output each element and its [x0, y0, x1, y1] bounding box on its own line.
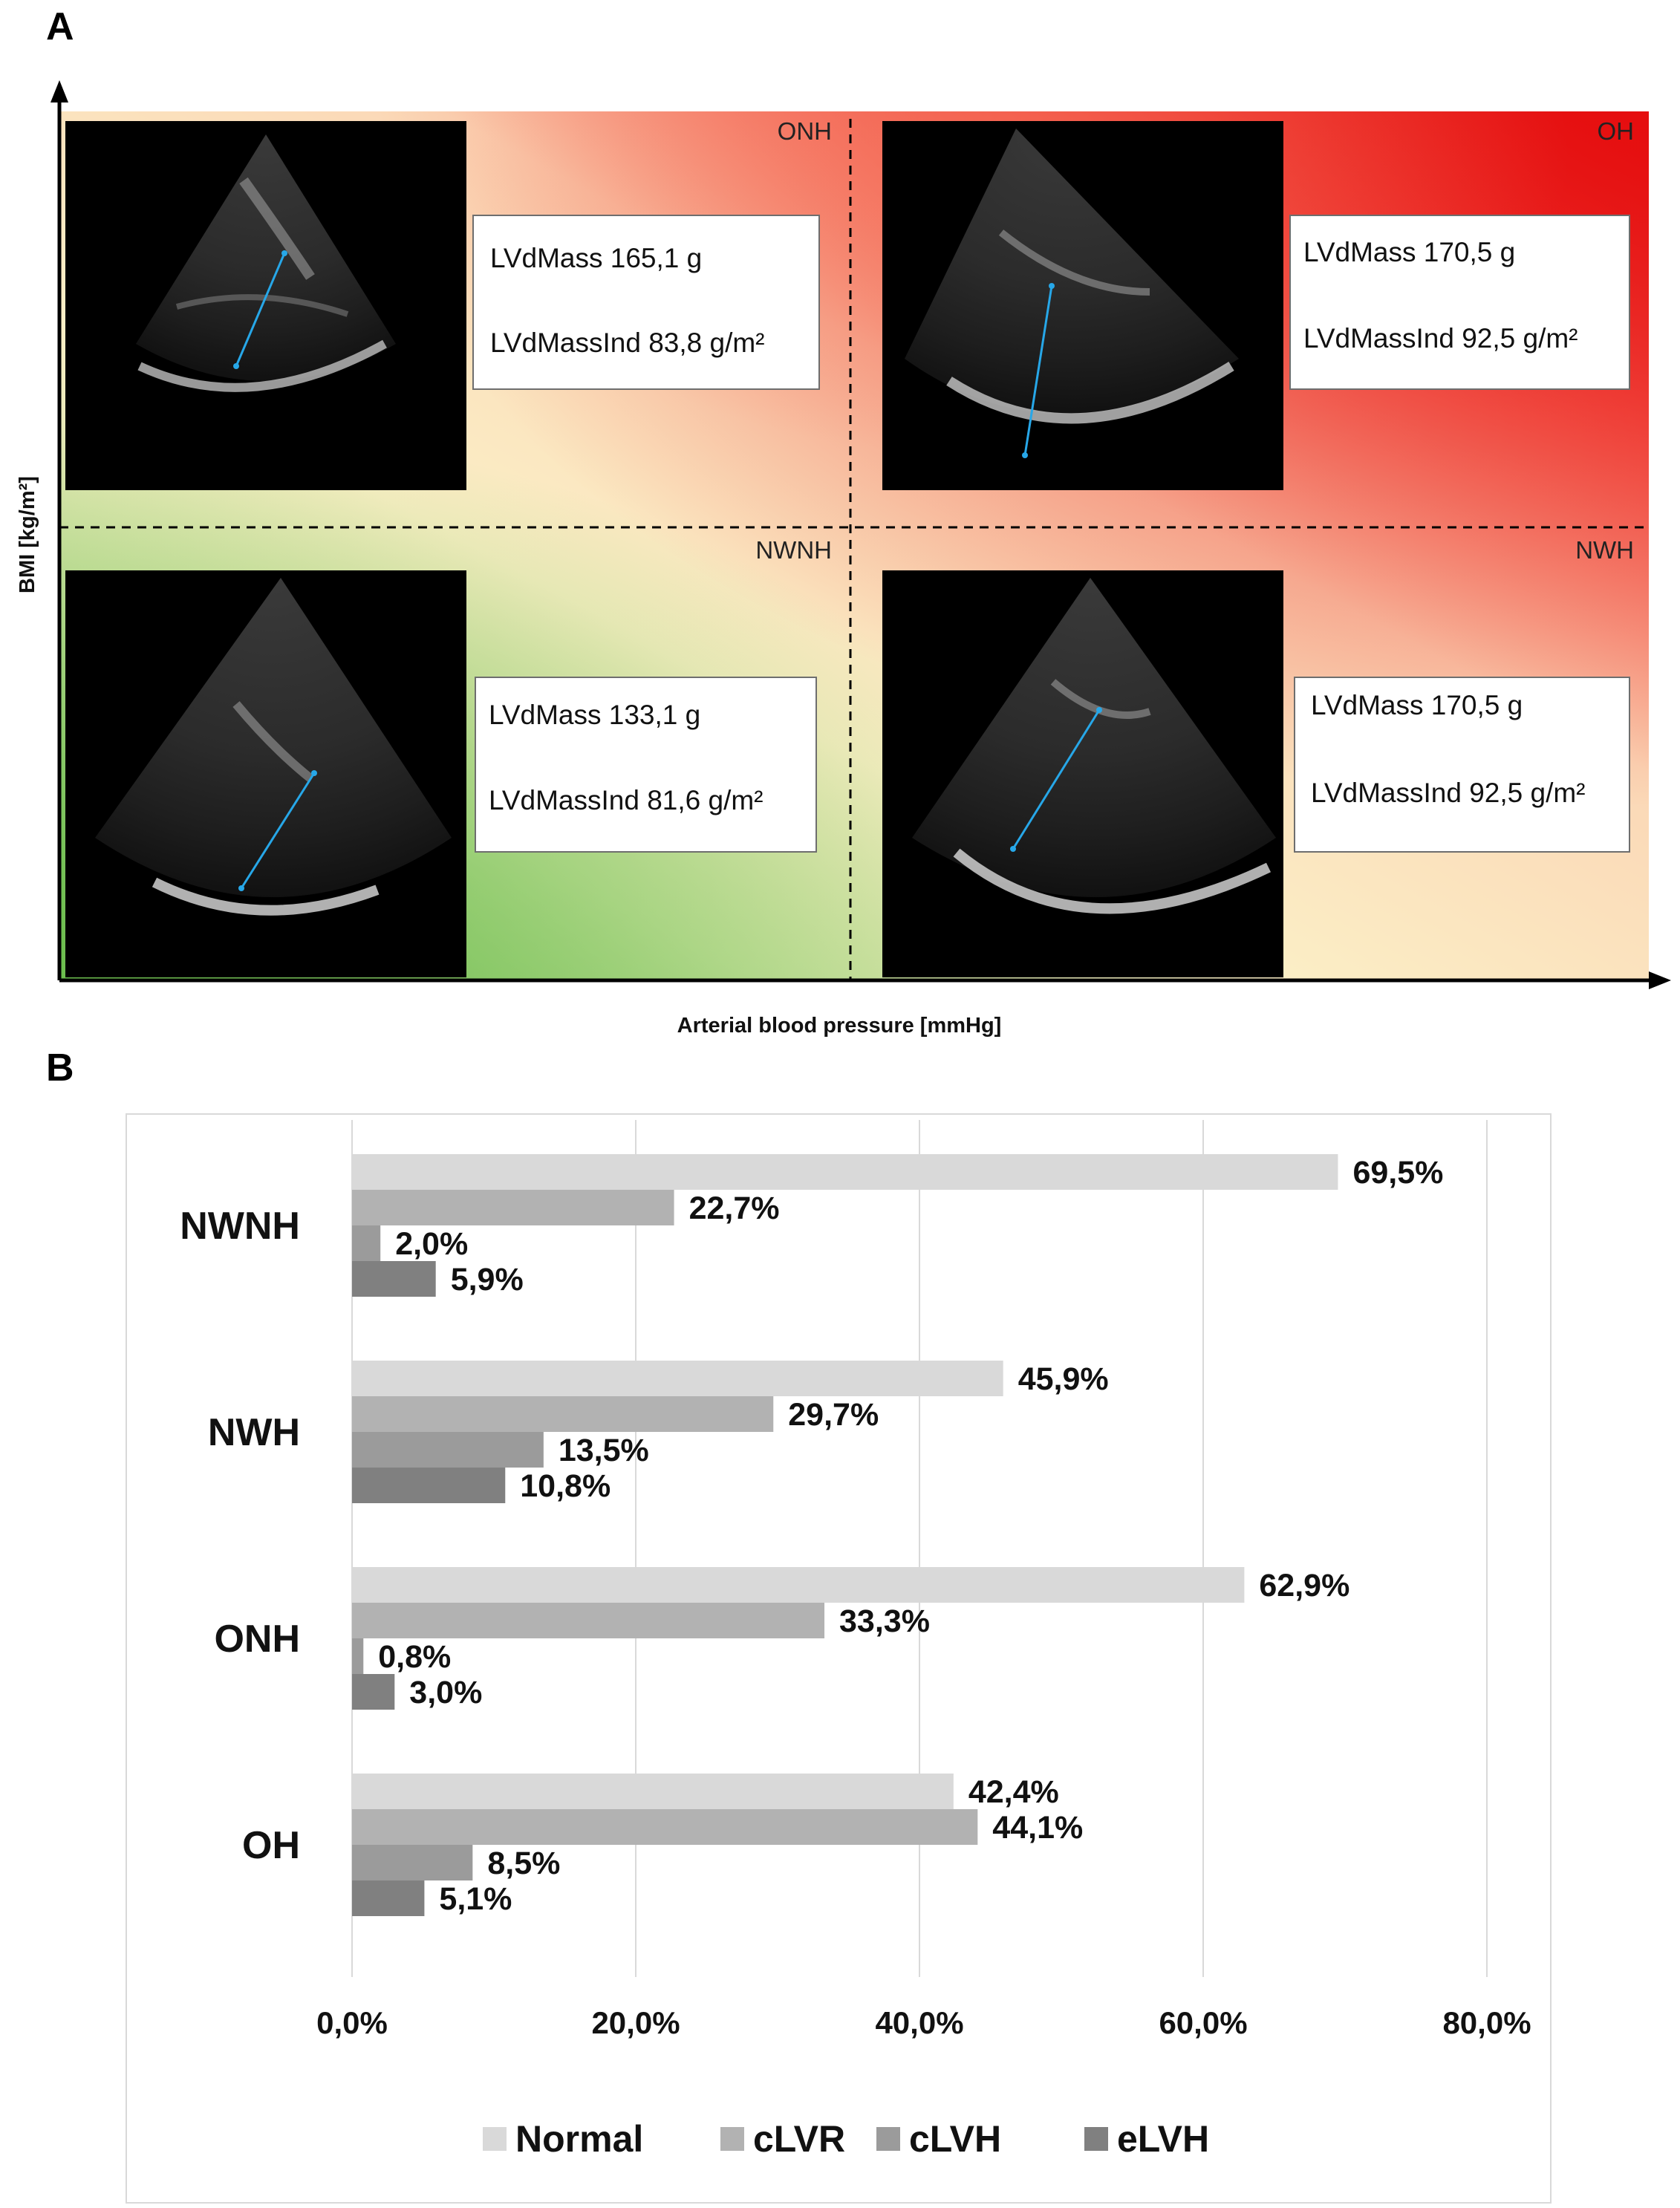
chart-x-tick-labels: 0,0% 20,0% 40,0% 60,0% 80,0%	[316, 2005, 1531, 2040]
legend-label-elvh: eLVH	[1117, 2118, 1209, 2160]
quadrant-label-nwnh: NWNH	[755, 536, 832, 564]
category-label-nwh: NWH	[208, 1411, 300, 1454]
data-label-clvh-nwh: 13,5%	[559, 1433, 649, 1468]
panel-a-letter: A	[46, 5, 74, 48]
x-axis-title: Arterial blood pressure [mmHg]	[677, 1014, 1002, 1038]
measurement-box-nwnh: LVdMass 133,1 g LVdMassInd 81,6 g/m²	[475, 677, 817, 853]
category-label-onh: ONH	[214, 1618, 300, 1661]
bar-clvh-oh	[352, 1845, 473, 1880]
bar-elvh-nwnh	[352, 1261, 436, 1297]
measurement-mass-onh: LVdMass 165,1 g	[490, 243, 702, 273]
data-label-clvh-onh: 0,8%	[378, 1639, 451, 1675]
bar-clvr-onh	[352, 1603, 825, 1638]
quadrant-label-oh: OH	[1598, 117, 1635, 145]
legend-label-normal: Normal	[515, 2118, 643, 2160]
data-label-elvh-nwnh: 5,9%	[451, 1262, 524, 1297]
measurement-mass-nwnh: LVdMass 133,1 g	[489, 700, 700, 730]
category-label-nwnh: NWNH	[180, 1205, 300, 1248]
legend-label-clvr: cLVR	[753, 2118, 845, 2160]
legend-label-clvh: cLVH	[909, 2118, 1001, 2160]
y-axis-arrow-icon	[51, 80, 68, 102]
measurement-box-nwh: LVdMass 170,5 g LVdMassInd 92,5 g/m²	[1294, 677, 1630, 853]
x-tick-label: 60,0%	[1159, 2005, 1247, 2040]
bar-clvh-onh	[352, 1638, 364, 1674]
quadrant-figure: BMI [kg/m²] Arterial blood pressure [mmH…	[16, 80, 1671, 1038]
x-tick-label: 80,0%	[1442, 2005, 1531, 2040]
echo-image-nwnh	[65, 570, 466, 977]
data-label-elvh-nwh: 10,8%	[520, 1468, 611, 1504]
measurement-index-nwh: LVdMassInd 92,5 g/m²	[1311, 778, 1586, 808]
bar-clvr-nwnh	[352, 1190, 674, 1225]
measurement-index-onh: LVdMassInd 83,8 g/m²	[490, 328, 765, 358]
data-label-elvh-oh: 5,1%	[439, 1881, 512, 1917]
legend-swatch-elvh	[1084, 2127, 1108, 2151]
bar-clvr-oh	[352, 1809, 978, 1845]
chart-category-labels: NWNH NWH ONH OH	[180, 1205, 300, 1867]
measurement-index-nwnh: LVdMassInd 81,6 g/m²	[489, 785, 764, 815]
data-label-clvr-nwh: 29,7%	[788, 1397, 879, 1433]
bar-normal-nwh	[352, 1361, 1003, 1396]
measurement-box-onh: LVdMass 165,1 g LVdMassInd 83,8 g/m²	[472, 215, 820, 390]
bar-elvh-oh	[352, 1880, 425, 1916]
data-label-clvr-nwnh: 22,7%	[689, 1191, 780, 1226]
bar-clvr-nwh	[352, 1396, 774, 1432]
chart-data-labels: 69,5% 22,7% 2,0%5,9% 45,9% 29,7% 13,5%10,8% 62…	[378, 1155, 1443, 1917]
bar-clvh-nwh	[352, 1432, 544, 1468]
x-tick-label: 40,0%	[875, 2005, 963, 2040]
x-axis-arrow-icon	[1649, 971, 1671, 989]
legend-swatch-clvr	[720, 2127, 744, 2151]
category-label-oh: OH	[242, 1824, 300, 1867]
data-label-clvh-nwnh: 2,0%	[395, 1226, 468, 1262]
x-tick-label: 0,0%	[316, 2005, 388, 2040]
legend-swatch-normal	[483, 2127, 507, 2151]
quadrant-label-onh: ONH	[778, 117, 832, 145]
chart-legend: Normal cLVR cLVH eLVH	[483, 2118, 1209, 2160]
data-label-clvh-oh: 8,5%	[487, 1846, 560, 1881]
quadrant-label-nwh: NWH	[1575, 536, 1634, 564]
data-label-clvr-onh: 33,3%	[839, 1603, 930, 1639]
data-label-elvh-onh: 3,0%	[409, 1675, 482, 1710]
y-axis-title: BMI [kg/m²]	[16, 476, 39, 593]
bar-normal-oh	[352, 1774, 954, 1809]
data-label-normal-nwh: 45,9%	[1018, 1361, 1109, 1397]
bar-chart: 69,5% 22,7% 2,0%5,9% 45,9% 29,7% 13,5%10,8% 62…	[126, 1113, 1552, 2204]
bar-elvh-nwh	[352, 1468, 506, 1503]
measurement-index-oh: LVdMassInd 92,5 g/m²	[1303, 323, 1578, 354]
echo-image-oh	[882, 121, 1283, 490]
measurement-mass-nwh: LVdMass 170,5 g	[1311, 690, 1523, 720]
data-label-clvr-oh: 44,1%	[992, 1810, 1083, 1846]
bar-normal-nwnh	[352, 1154, 1338, 1190]
bar-elvh-onh	[352, 1674, 395, 1710]
bar-clvh-nwnh	[352, 1225, 381, 1261]
bar-normal-onh	[352, 1567, 1245, 1603]
chart-bars	[352, 1154, 1338, 1916]
measurement-mass-oh: LVdMass 170,5 g	[1303, 237, 1515, 267]
echo-image-nwh	[882, 570, 1283, 977]
data-label-normal-oh: 42,4%	[968, 1774, 1059, 1810]
panel-b-letter: B	[46, 1046, 74, 1090]
legend-swatch-clvh	[876, 2127, 900, 2151]
measurement-box-oh: LVdMass 170,5 g LVdMassInd 92,5 g/m²	[1289, 215, 1630, 390]
data-label-normal-nwnh: 69,5%	[1352, 1155, 1443, 1191]
echo-image-onh	[65, 121, 466, 490]
x-tick-label: 20,0%	[591, 2005, 680, 2040]
data-label-normal-onh: 62,9%	[1259, 1568, 1349, 1603]
